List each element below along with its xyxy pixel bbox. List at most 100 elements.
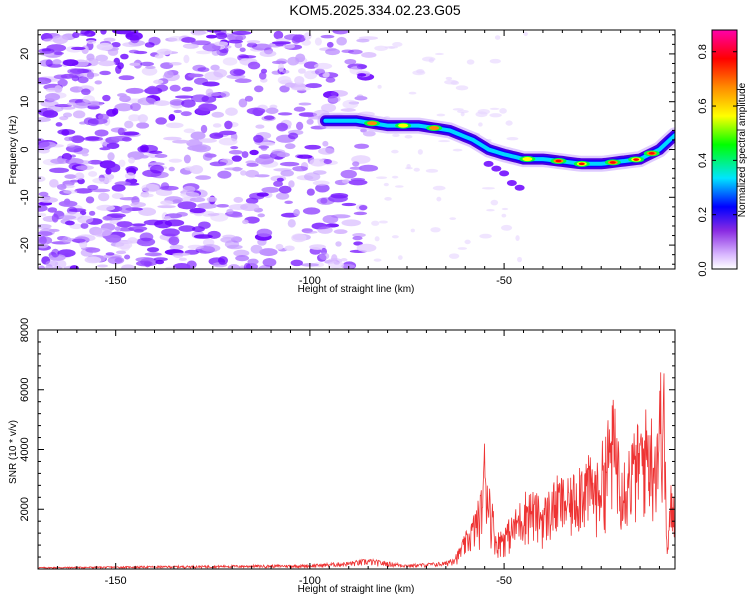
snr-plot-area <box>38 330 675 569</box>
noise-blob <box>135 257 154 263</box>
noise-blob <box>234 78 252 83</box>
noise-blob <box>436 113 446 117</box>
noise-blob <box>340 258 348 262</box>
noise-blob <box>227 264 241 269</box>
noise-blob <box>95 54 109 62</box>
noise-blob <box>116 221 133 228</box>
noise-blob <box>55 122 63 127</box>
noise-blob <box>72 110 86 119</box>
noise-blob <box>356 38 370 43</box>
snr-x-tick-label-1: -100 <box>299 575 321 587</box>
noise-blob <box>140 193 154 198</box>
noise-blob <box>230 214 243 218</box>
noise-blob <box>505 120 513 126</box>
noise-blob <box>296 121 304 131</box>
noise-blob <box>64 220 75 226</box>
noise-blob <box>66 102 77 106</box>
noise-blob <box>38 212 47 217</box>
noise-blob <box>200 124 208 134</box>
noise-blob <box>72 31 80 39</box>
noise-blob <box>464 239 471 245</box>
noise-blob <box>238 55 257 59</box>
noise-blob <box>180 191 200 198</box>
noise-blob <box>183 128 196 134</box>
snr-series-line <box>38 372 675 569</box>
noise-blob <box>309 158 327 167</box>
noise-blob <box>60 106 76 110</box>
noise-blob <box>233 69 246 75</box>
noise-blob <box>165 266 177 269</box>
noise-blob <box>139 154 149 159</box>
signal-hotspot-peak <box>555 159 562 163</box>
noise-blob <box>139 232 154 242</box>
noise-blob <box>116 93 127 97</box>
noise-blob <box>163 70 174 79</box>
noise-blob <box>353 211 368 216</box>
noise-blob <box>392 133 400 137</box>
noise-blob <box>181 99 196 108</box>
noise-blob <box>246 42 258 48</box>
noise-blob <box>294 75 305 85</box>
noise-blob <box>92 177 112 184</box>
noise-blob <box>87 159 103 165</box>
noise-blob <box>155 259 165 265</box>
noise-blob <box>259 248 278 257</box>
noise-blob <box>358 205 368 211</box>
colorbar-tick-label-0: 0.0 <box>697 261 709 276</box>
colorbar-tick-label-4: 0.8 <box>697 44 709 59</box>
noise-blob <box>140 61 154 67</box>
noise-blob <box>93 228 113 237</box>
noise-blob <box>450 80 460 86</box>
noise-blob <box>354 143 370 149</box>
noise-blob <box>74 188 93 194</box>
noise-blob <box>88 210 96 216</box>
noise-blob <box>320 34 335 39</box>
noise-blob <box>85 136 100 141</box>
noise-blob <box>452 148 463 152</box>
noise-blob <box>38 265 46 269</box>
noise-blob <box>98 60 116 67</box>
noise-blob <box>69 223 83 230</box>
snr-x-ticks: -150 -100 -50 <box>56 330 660 587</box>
noise-blob <box>115 250 127 255</box>
noise-blob <box>325 48 341 56</box>
noise-blob <box>153 79 164 85</box>
noise-blob <box>246 107 266 115</box>
spectrogram-x-tick-label-2: -50 <box>496 275 512 287</box>
noise-blob <box>490 199 499 206</box>
noise-blob <box>38 117 51 123</box>
noise-blob <box>40 100 59 108</box>
noise-blob <box>173 109 182 114</box>
noise-blob <box>287 132 299 140</box>
noise-blob <box>271 41 291 45</box>
noise-blob <box>303 32 312 40</box>
noise-blob <box>452 108 464 111</box>
noise-blob <box>68 136 85 142</box>
spectrogram-x-tick-label-1: -100 <box>299 275 321 287</box>
signal-hotspot-peak <box>648 152 655 155</box>
spectrogram-x-ticks: -150 -100 -50 <box>56 30 660 287</box>
snr-y-tick-label-1: 4000 <box>19 437 31 461</box>
noise-blob <box>489 107 500 110</box>
noise-blob <box>218 256 228 265</box>
noise-blob <box>341 179 351 184</box>
noise-blob <box>436 196 442 202</box>
signal-hotspot-core <box>522 157 533 162</box>
noise-blob <box>133 50 148 55</box>
noise-blob <box>180 111 192 117</box>
noise-blob <box>136 122 150 129</box>
signal-tail-blob <box>514 184 525 191</box>
noise-blob <box>175 95 194 99</box>
noise-blob <box>277 112 293 116</box>
noise-blob <box>282 43 295 49</box>
noise-blob <box>118 159 126 167</box>
noise-blob <box>79 210 87 216</box>
noise-blob <box>225 107 238 116</box>
noise-blob <box>202 43 221 52</box>
noise-blob <box>481 187 495 190</box>
noise-blob <box>276 122 288 132</box>
noise-blob <box>278 63 285 72</box>
chart-title: KOM5.2025.334.02.23.G05 <box>289 2 461 18</box>
noise-blob <box>425 168 439 173</box>
signal-tail-blob <box>499 170 510 177</box>
